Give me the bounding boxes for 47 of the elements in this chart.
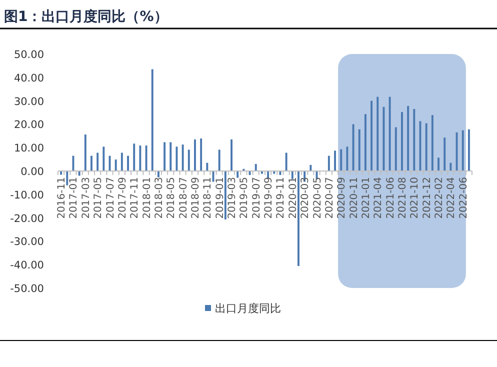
x-tick-label: 2017-05 bbox=[93, 177, 104, 219]
chart-title: 图1：出口月度同比（%） bbox=[4, 8, 168, 25]
y-tick-label: 10.00 bbox=[14, 142, 44, 155]
y-tick-label: 20.00 bbox=[14, 119, 44, 132]
x-tick-label: 2021-12 bbox=[422, 177, 433, 219]
x-tick-label: 2021-06 bbox=[385, 177, 396, 219]
x-tick-label: 2020-07 bbox=[324, 177, 336, 219]
x-tick-label: 2021-04 bbox=[373, 177, 384, 219]
y-tick-label: -40.00 bbox=[10, 260, 44, 272]
x-tick-label: 2019-03 bbox=[227, 177, 238, 219]
y-tick-label: -50.00 bbox=[10, 283, 44, 295]
y-tick-label: 0.00 bbox=[20, 166, 44, 178]
x-tick-label: 2018-11 bbox=[202, 177, 214, 219]
y-tick-label: 30.00 bbox=[14, 96, 44, 108]
x-tick-label: 2019-09 bbox=[264, 177, 275, 219]
x-tick-label: 2022-06 bbox=[458, 177, 470, 219]
y-tick-label: 50.00 bbox=[14, 49, 44, 61]
x-tick-label: 2022-04 bbox=[446, 177, 458, 219]
x-tick-label: 2021-10 bbox=[410, 177, 421, 219]
x-tick-label: 2018-03 bbox=[154, 177, 165, 219]
x-tick-label: 2017-09 bbox=[117, 177, 128, 219]
x-tick-label: 2018-07 bbox=[178, 177, 190, 219]
x-tick-label: 2017-07 bbox=[105, 177, 116, 219]
x-tick-label: 2020-09 bbox=[336, 177, 348, 219]
x-tick-label: 2017-11 bbox=[130, 177, 141, 219]
x-tick-label: 2020-11 bbox=[348, 177, 360, 219]
x-tick-label: 2018-09 bbox=[190, 177, 202, 219]
x-tick-label: 2018-05 bbox=[166, 177, 178, 219]
x-tick-label: 2021-08 bbox=[397, 177, 408, 219]
x-tick-label: 2022-02 bbox=[434, 177, 446, 219]
y-tick-label: -10.00 bbox=[10, 189, 44, 202]
x-tick-label: 2019-01 bbox=[214, 177, 226, 219]
legend-label: 出口月度同比 bbox=[215, 302, 281, 315]
y-tick-label: -20.00 bbox=[10, 212, 44, 225]
x-tick-label: 2017-03 bbox=[80, 177, 92, 219]
x-tick-label: 2020-01 bbox=[288, 177, 299, 219]
x-tick-label: 2019-11 bbox=[276, 177, 287, 219]
x-tick-label: 2020-05 bbox=[312, 177, 324, 219]
x-tick-label: 2017-01 bbox=[68, 177, 80, 219]
x-tick-label: 2021-01 bbox=[360, 177, 372, 219]
y-tick-label: 40.00 bbox=[14, 72, 44, 84]
x-tick-label: 2016-11 bbox=[56, 177, 68, 219]
x-tick-label: 2020-03 bbox=[300, 177, 312, 219]
x-tick-label: 2019-07 bbox=[251, 177, 262, 219]
y-tick-label: -30.00 bbox=[10, 236, 44, 248]
x-tick-label: 2019-05 bbox=[239, 177, 250, 219]
x-tick-label: 2018-01 bbox=[142, 177, 153, 219]
